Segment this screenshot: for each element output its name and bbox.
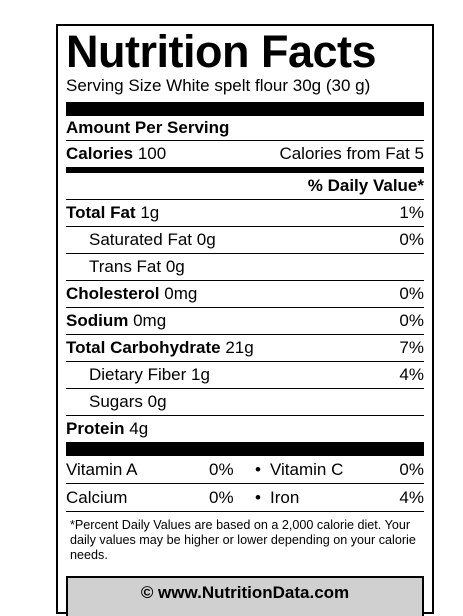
nutrient-amount: 0g xyxy=(165,257,185,276)
divider xyxy=(66,415,424,416)
nutrient-row-trans-fat: Trans Fat 0g xyxy=(66,254,424,280)
nutrient-dv: 0% xyxy=(399,230,424,249)
nutrient-name: Total Carbohydrate xyxy=(66,338,221,357)
thick-divider xyxy=(66,102,424,116)
nutrient-name: Total Fat xyxy=(66,203,136,222)
vitamin-pct: 0% xyxy=(209,487,234,507)
vitamin-pct: 0% xyxy=(399,459,424,479)
label-content: Nutrition Facts Serving Size White spelt… xyxy=(66,26,424,569)
divider xyxy=(66,483,424,484)
nutrient-name: Cholesterol xyxy=(66,284,160,303)
nutrient-name: Dietary Fiber xyxy=(89,365,187,384)
divider xyxy=(66,253,424,254)
divider xyxy=(66,199,424,200)
calories-from-fat: Calories from Fat 5 xyxy=(279,144,424,163)
nutrient-amount: 0mg xyxy=(133,311,167,330)
nutrient-dv: 1% xyxy=(399,203,424,222)
vitamin-row: Vitamin A 0% • Vitamin C 0% xyxy=(66,456,424,483)
nutrient-amount: 1g xyxy=(140,203,160,222)
calories-row: Calories 100 Calories from Fat 5 xyxy=(66,141,424,167)
divider xyxy=(66,280,424,281)
thick-divider xyxy=(66,442,424,456)
nutrient-row-sugars: Sugars 0g xyxy=(66,389,424,415)
divider xyxy=(66,388,424,389)
vitamin-name: Iron xyxy=(270,487,300,507)
nutrient-amount: 21g xyxy=(225,338,254,357)
divider xyxy=(66,226,424,227)
nutrient-name: Sodium xyxy=(66,311,129,330)
nutrient-name: Saturated Fat xyxy=(89,230,193,249)
copyright-banner[interactable]: © www.NutritionData.com xyxy=(66,576,424,616)
daily-value-header: % Daily Value* xyxy=(307,176,424,195)
vitamin-name: Calcium xyxy=(66,487,128,507)
amount-per-serving: Amount Per Serving xyxy=(66,118,230,137)
nutrient-dv: 7% xyxy=(399,338,424,357)
label-title: Nutrition Facts xyxy=(66,26,377,77)
medium-divider xyxy=(66,167,424,173)
nutrient-amount: 0g xyxy=(196,230,216,249)
nutrient-row-protein: Protein 4g xyxy=(66,416,424,442)
nutrient-row-sodium: Sodium 0mg 0% xyxy=(66,308,424,334)
vitamin-name: Vitamin C xyxy=(270,459,344,479)
divider xyxy=(66,361,424,362)
nutrition-label: Nutrition Facts Serving Size White spelt… xyxy=(56,24,434,616)
serving-size: Serving Size White spelt flour 30g (30 g… xyxy=(66,76,371,95)
nutrient-row-dietary-fiber: Dietary Fiber 1g 4% xyxy=(66,362,424,388)
vitamin-row: Calcium 0% • Iron 4% xyxy=(66,484,424,511)
nutrient-name: Sugars xyxy=(89,392,143,411)
divider xyxy=(66,140,424,141)
bullet-separator: • xyxy=(255,487,261,507)
nutrient-row-cholesterol: Cholesterol 0mg 0% xyxy=(66,281,424,307)
nutrient-amount: 1g xyxy=(191,365,210,384)
nutrient-dv: 4% xyxy=(399,365,424,384)
divider xyxy=(66,511,424,512)
nutrient-amount: 0mg xyxy=(164,284,198,303)
calories-label: Calories xyxy=(66,144,134,163)
nutrient-amount: 4g xyxy=(129,419,149,438)
nutrient-row-saturated-fat: Saturated Fat 0g 0% xyxy=(66,227,424,253)
vitamin-name: Vitamin A xyxy=(66,459,138,479)
vitamin-pct: 0% xyxy=(209,459,234,479)
vitamin-pct: 4% xyxy=(399,487,424,507)
bullet-separator: • xyxy=(255,459,261,479)
nutrient-amount: 0g xyxy=(147,392,167,411)
nutrient-row-total-fat: Total Fat 1g 1% xyxy=(66,200,424,226)
nutrient-row-total-carbohydrate: Total Carbohydrate 21g 7% xyxy=(66,335,424,361)
nutrient-name: Protein xyxy=(66,419,125,438)
nutrient-name: Trans Fat xyxy=(89,257,162,276)
calories-value: 100 xyxy=(137,144,167,163)
divider xyxy=(66,307,424,308)
nutrient-dv: 0% xyxy=(399,284,424,303)
divider xyxy=(66,334,424,335)
copyright-link[interactable]: © www.NutritionData.com xyxy=(140,583,350,602)
footnote: *Percent Daily Values are based on a 2,0… xyxy=(70,518,416,562)
nutrient-dv: 0% xyxy=(399,311,424,330)
